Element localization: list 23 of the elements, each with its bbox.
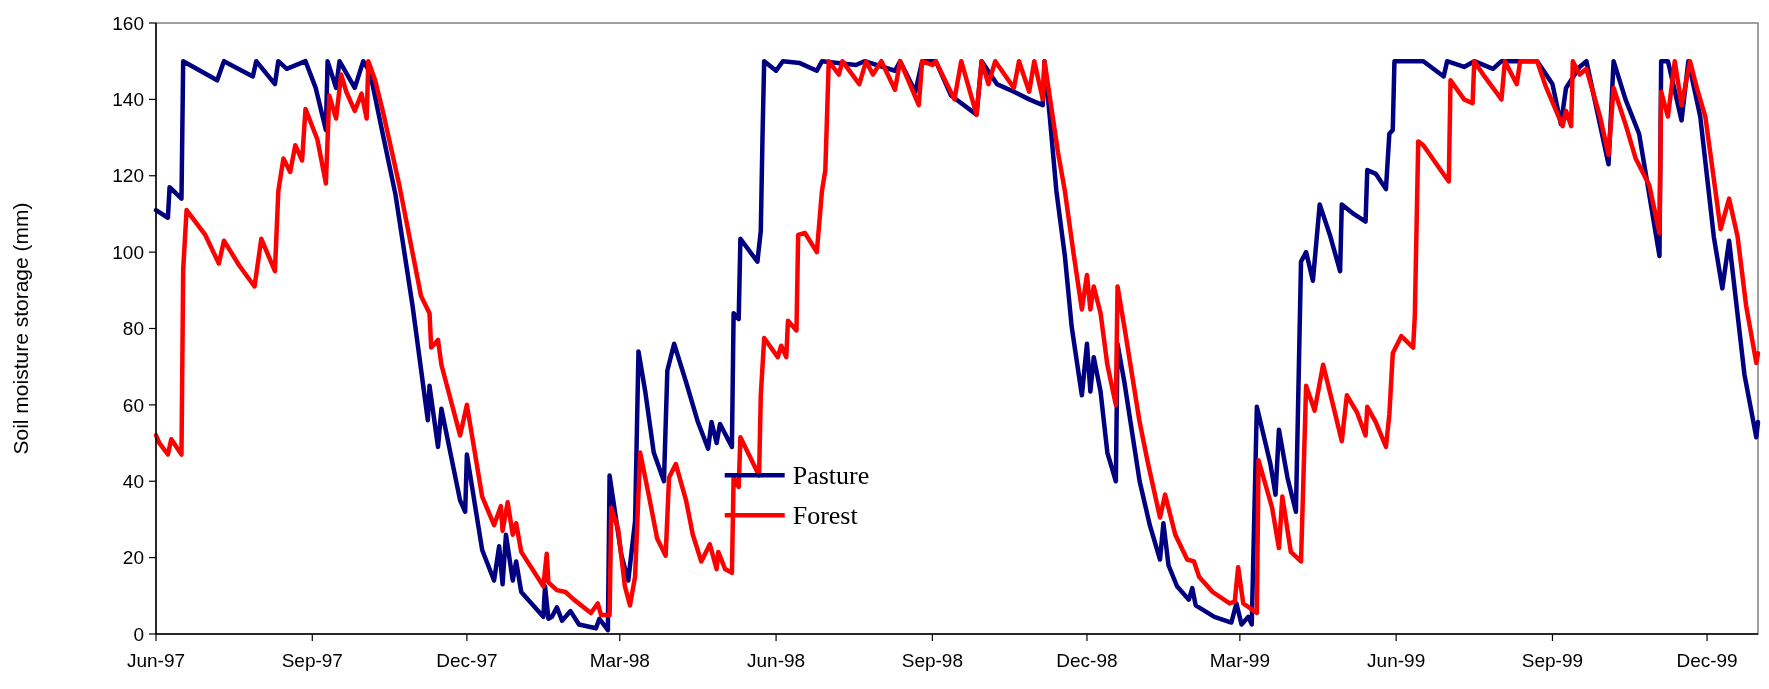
x-tick-label: Jun-98 <box>747 650 806 671</box>
x-tick-label: Mar-99 <box>1209 650 1270 671</box>
x-tick-label: Sep-99 <box>1521 650 1584 671</box>
y-tick-label: 80 <box>122 318 144 340</box>
y-tick-label: 120 <box>112 165 144 187</box>
y-tick-label: 100 <box>112 241 144 263</box>
x-tick-label: Dec-97 <box>436 650 498 671</box>
x-tick-label: Dec-98 <box>1056 650 1118 671</box>
x-tick-label: Sep-98 <box>901 650 964 671</box>
y-axis-title: Soil moisture storage (mm) <box>9 202 32 455</box>
x-tick-label: Jun-99 <box>1367 650 1426 671</box>
x-tick-label: Sep-97 <box>281 650 343 671</box>
x-tick-label: Mar-98 <box>589 650 650 671</box>
x-tick-label: Jun-97 <box>126 650 186 671</box>
y-tick-label: 40 <box>122 470 144 492</box>
y-tick-label: 0 <box>133 623 144 645</box>
legend-label: Forest <box>792 501 859 531</box>
y-tick-label: 60 <box>122 394 144 416</box>
legend-label: Pasture <box>792 461 870 491</box>
y-tick-label: 140 <box>112 89 144 111</box>
x-tick-label: Dec-99 <box>1676 650 1738 671</box>
y-tick-label: 20 <box>122 547 144 569</box>
y-tick-label: 160 <box>112 12 144 34</box>
